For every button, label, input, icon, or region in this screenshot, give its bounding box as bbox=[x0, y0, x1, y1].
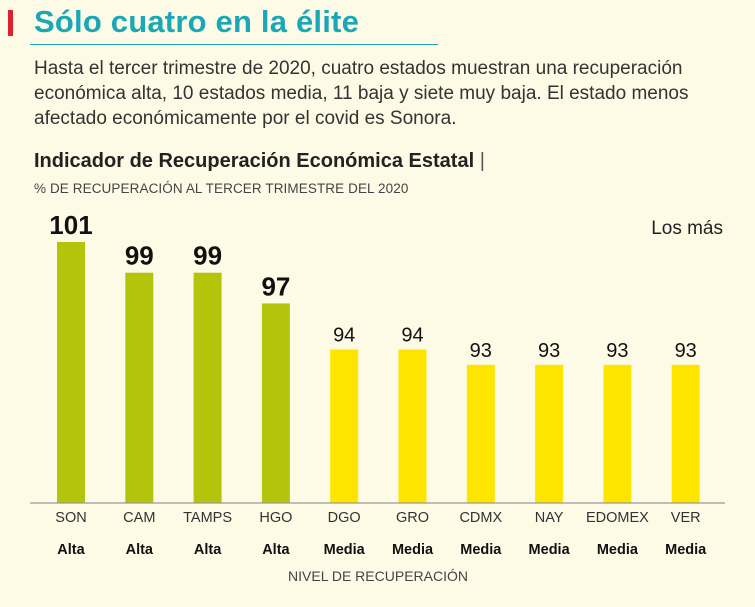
bar-ver bbox=[671, 364, 700, 503]
chart-title-text: Indicador de Recuperación Económica Esta… bbox=[34, 150, 475, 172]
bar-tamps bbox=[193, 272, 222, 503]
value-label-cam: 99 bbox=[125, 241, 154, 271]
headline-rule bbox=[30, 44, 438, 45]
bar-gro bbox=[398, 349, 427, 503]
x-axis-label: NIVEL DE RECUPERACIÓN bbox=[288, 568, 468, 584]
level-label-cam: Alta bbox=[126, 542, 154, 558]
level-label-dgo: Media bbox=[324, 542, 366, 558]
value-label-hgo: 97 bbox=[261, 271, 290, 301]
category-label-cam: CAM bbox=[123, 510, 155, 526]
chart-subtitle: % DE RECUPERACIÓN AL TERCER TRIMESTRE DE… bbox=[34, 181, 409, 196]
bar-nay bbox=[535, 364, 564, 503]
category-label-tamps: TAMPS bbox=[183, 510, 232, 526]
level-label-gro: Media bbox=[392, 542, 434, 558]
level-label-edomex: Media bbox=[597, 542, 639, 558]
level-label-son: Alta bbox=[57, 542, 85, 558]
value-label-son: 101 bbox=[49, 210, 92, 240]
chart-title-separator: | bbox=[479, 150, 485, 172]
level-label-hgo: Alta bbox=[262, 542, 290, 558]
category-label-hgo: HGO bbox=[259, 510, 292, 526]
intro-paragraph: Hasta el tercer trimestre de 2020, cuatr… bbox=[34, 58, 689, 129]
level-label-cdmx: Media bbox=[460, 542, 502, 558]
value-label-gro: 94 bbox=[401, 324, 423, 346]
level-label-ver: Media bbox=[665, 542, 707, 558]
headline-accent-bar bbox=[8, 10, 13, 36]
headline: Sólo cuatro en la élite bbox=[34, 4, 360, 39]
bar-hgo bbox=[261, 303, 290, 503]
value-label-dgo: 94 bbox=[333, 324, 355, 346]
value-label-nay: 93 bbox=[538, 340, 560, 362]
category-label-cdmx: CDMX bbox=[459, 510, 502, 526]
value-label-cdmx: 93 bbox=[470, 340, 492, 362]
bar-dgo bbox=[330, 349, 359, 503]
value-label-tamps: 99 bbox=[193, 241, 222, 271]
bar-son bbox=[57, 242, 85, 503]
bar-cdmx bbox=[466, 364, 495, 503]
bar-edomex bbox=[603, 364, 632, 503]
category-label-ver: VER bbox=[671, 510, 701, 526]
bar-cam bbox=[125, 272, 154, 503]
level-label-nay: Media bbox=[529, 542, 571, 558]
value-label-edomex: 93 bbox=[606, 340, 628, 362]
chart-corner-label: Los más bbox=[651, 218, 723, 239]
value-label-ver: 93 bbox=[675, 340, 697, 362]
category-label-nay: NAY bbox=[535, 510, 564, 526]
category-label-son: SON bbox=[55, 510, 86, 526]
chart-title: Indicador de Recuperación Económica Esta… bbox=[34, 150, 485, 173]
category-label-edomex: EDOMEX bbox=[586, 510, 649, 526]
category-label-gro: GRO bbox=[396, 510, 429, 526]
category-label-dgo: DGO bbox=[328, 510, 361, 526]
level-label-tamps: Alta bbox=[194, 542, 222, 558]
